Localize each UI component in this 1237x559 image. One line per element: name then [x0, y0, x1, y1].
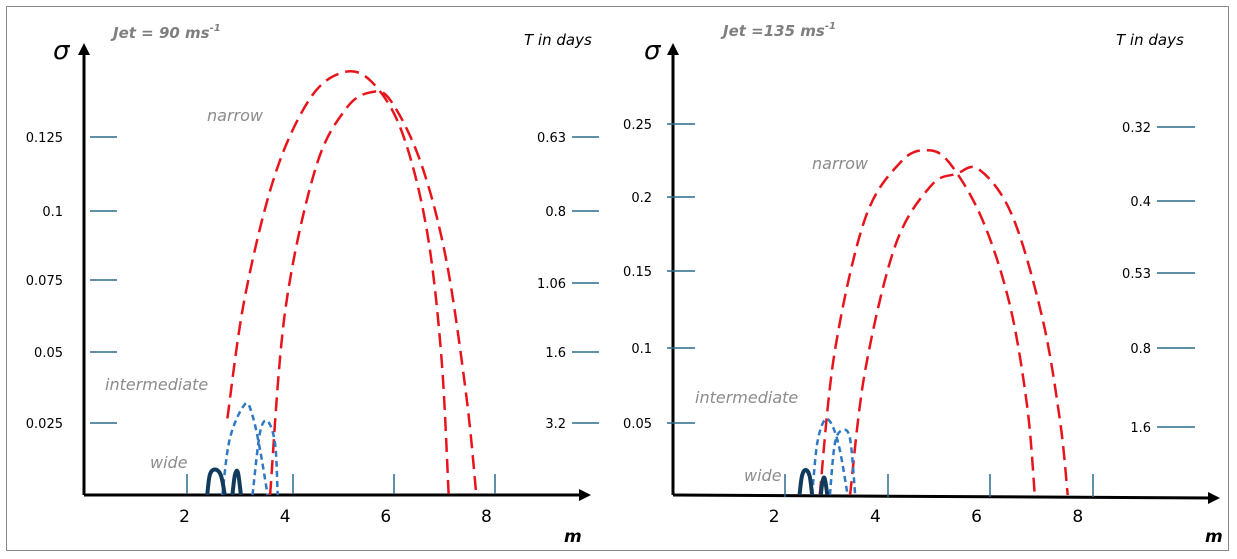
- y2-tick-label: 3.2: [545, 417, 566, 432]
- narrow-curve: [818, 149, 1037, 496]
- intermediate-curve: [221, 402, 269, 496]
- y-tick-label: 0.15: [623, 265, 652, 280]
- wide-label: wide: [744, 466, 782, 485]
- y2-tick-label: 1.6: [545, 346, 566, 361]
- y-tick-label: 0.1: [42, 205, 63, 220]
- chart-marks: 0.025 0.05 0.075 0.1 0.125 3.2 1.6 1.06 0.8 0.63 2…: [26, 43, 1220, 527]
- panel-1-title: Jet = 90 ms-1: [110, 23, 221, 42]
- panel-1-ylabel: σ: [53, 36, 71, 66]
- panel-2: Jet =135 ms-1 σ T in days m: [644, 21, 1223, 547]
- y-tick-label: 0.1: [631, 342, 652, 357]
- wide-label: wide: [150, 453, 188, 472]
- series-curve: [268, 90, 478, 496]
- x-tick-label: 6: [380, 507, 391, 527]
- intermediate-label: intermediate: [695, 388, 798, 407]
- intermediate-label: intermediate: [105, 375, 208, 394]
- y-tick-label: 0.25: [623, 118, 652, 133]
- series-curve: [230, 468, 243, 496]
- panel-2-title: Jet =135 ms-1: [720, 21, 836, 40]
- charts-svg: Jet = 90 ms-1 σ T in days m Jet =135 ms-…: [26, 21, 1223, 547]
- panel-1-xlabel: m: [564, 527, 582, 547]
- intermediate-curve: [810, 417, 849, 496]
- y2-tick-label: 1.06: [537, 277, 566, 292]
- panel-2-title-sup: -1: [825, 21, 836, 32]
- x-tick-label: 4: [280, 507, 291, 527]
- y-tick-label: 0.025: [26, 417, 63, 432]
- y-tick-label: 0.05: [623, 417, 652, 432]
- wide-curve: [797, 467, 815, 496]
- series-curve: [848, 165, 1069, 496]
- y2-tick-label: 0.8: [1130, 342, 1151, 357]
- y2-tick-label: 0.63: [537, 131, 566, 146]
- figure-frame: Jet = 90 ms-1 σ T in days m Jet =135 ms-…: [6, 6, 1229, 551]
- x-tick-label: 4: [870, 507, 881, 527]
- y-tick-label: 0.125: [26, 131, 63, 146]
- y2-tick-label: 0.8: [545, 205, 566, 220]
- series-curve: [818, 475, 830, 496]
- x-tick-label: 6: [971, 507, 982, 527]
- x-tick-label: 2: [769, 507, 780, 527]
- panel-1-y2label: T in days: [524, 31, 592, 49]
- x-tick-label: 8: [1072, 507, 1083, 527]
- y-tick-label: 0.2: [631, 191, 652, 206]
- narrow-label: narrow: [812, 154, 869, 173]
- x-tick-label: 8: [481, 507, 492, 527]
- x-tick-label: 2: [179, 507, 190, 527]
- wide-curve: [205, 467, 227, 496]
- panel-1-plot: 0.025 0.05 0.075 0.1 0.125 3.2 1.6 1.06 0.8 0.63 2…: [26, 43, 599, 527]
- x-axis: [672, 491, 1220, 504]
- panel-2-plot: 0.05 0.1 0.15 0.2 0.25 1.6 0.8 0.53 0.4 0.32 2 4 6 8 n…: [623, 43, 1220, 527]
- y2-tick-label: 0.53: [1122, 267, 1151, 282]
- narrow-label: narrow: [207, 106, 264, 125]
- panel-2-xlabel: m: [1205, 527, 1223, 547]
- panel-1-title-sup: -1: [210, 23, 221, 34]
- y2-tick-label: 0.32: [1122, 121, 1151, 136]
- y-tick-label: 0.075: [26, 274, 63, 289]
- panel-1: Jet = 90 ms-1 σ T in days m: [53, 23, 592, 547]
- panel-2-ylabel: σ: [644, 36, 662, 66]
- panel-2-y2label: T in days: [1116, 31, 1184, 49]
- y-tick-label: 0.05: [34, 346, 63, 361]
- y2-tick-label: 1.6: [1130, 421, 1151, 436]
- y2-tick-label: 0.4: [1130, 195, 1151, 210]
- narrow-curve: [226, 69, 450, 496]
